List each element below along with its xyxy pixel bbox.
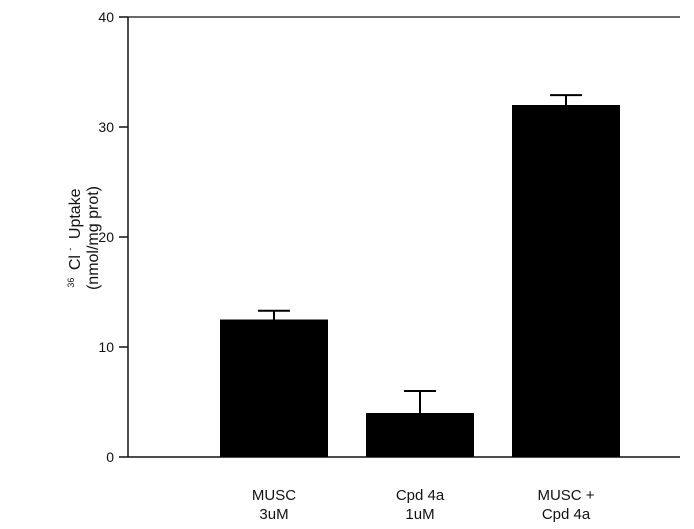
y-tick-label: 20	[98, 229, 114, 245]
y-tick-label: 0	[106, 449, 114, 465]
bar	[512, 105, 620, 457]
y-tick-label: 40	[98, 9, 114, 25]
y-axis-title-line1: 36 Cl - Uptake	[60, 188, 84, 287]
bar	[220, 319, 328, 457]
y-tick-label: 10	[98, 339, 114, 355]
category-label: 3uM	[259, 506, 288, 523]
y-tick-label: 30	[98, 119, 114, 135]
y-axis-title: 36 Cl - Uptake (nmol/mg prot)	[60, 186, 102, 290]
bars	[220, 105, 620, 457]
category-label: MUSC	[252, 487, 296, 504]
category-labels: MUSC 3uM Cpd 4a 1uM MUSC + Cpd 4a	[252, 487, 595, 523]
y-axis-isotope: 36	[66, 278, 76, 288]
bar	[366, 413, 474, 457]
category-label: MUSC +	[537, 487, 594, 504]
y-axis-ion: Cl	[67, 255, 84, 270]
error-bars	[258, 94, 582, 413]
category-label: Cpd 4a	[396, 487, 445, 504]
category-label: 1uM	[405, 506, 434, 523]
y-axis-charge: -	[65, 248, 75, 251]
y-ticks: 0 10 20 30 40	[98, 9, 128, 465]
y-axis-title-line2: (nmol/mg prot)	[85, 186, 102, 290]
y-axis-quantity: Uptake	[67, 188, 84, 239]
category-label: Cpd 4a	[542, 506, 591, 523]
